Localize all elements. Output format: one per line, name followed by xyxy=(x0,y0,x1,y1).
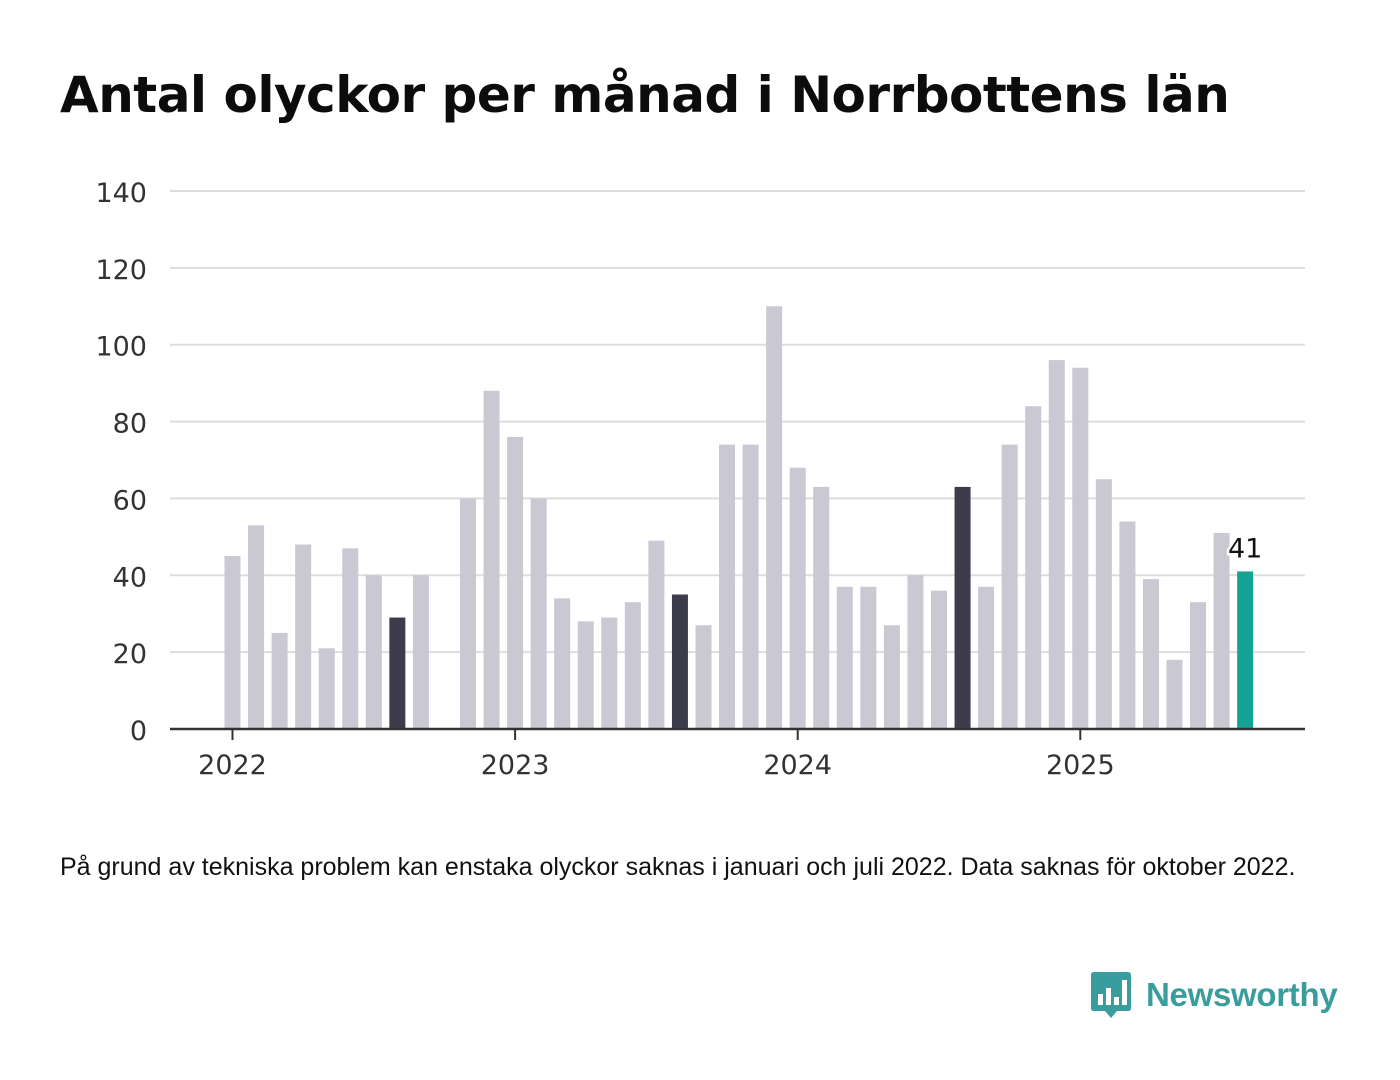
bar-2024-02 xyxy=(813,486,830,729)
y-tick-label: 120 xyxy=(95,255,147,286)
bar-2025-05 xyxy=(1166,659,1183,729)
y-axis-tick-labels: 0 20 40 60 80 100 120 140 xyxy=(95,178,147,747)
bar-2023-12 xyxy=(766,306,783,729)
bar-2023-07 xyxy=(648,540,665,729)
bar-2023-08 xyxy=(671,594,688,729)
bar-2023-04 xyxy=(577,621,594,729)
bar-2025-02 xyxy=(1095,479,1112,729)
bar-2023-06 xyxy=(624,602,641,729)
bar-2024-10 xyxy=(1001,444,1018,729)
y-tick-label: 100 xyxy=(95,332,147,363)
footnote: På grund av tekniska problem kan enstaka… xyxy=(60,853,1296,881)
chart-title: Antal olyckor per månad i Norrbottens lä… xyxy=(60,66,1230,124)
x-tick-label: 2024 xyxy=(763,750,832,781)
bar-2022-05 xyxy=(318,648,335,729)
bar-2023-09 xyxy=(695,625,712,729)
bar-2024-08 xyxy=(954,486,971,729)
newsworthy-brand[interactable]: Newsworthy xyxy=(1090,970,1338,1020)
data-labels: 41 xyxy=(1225,531,1264,567)
bar-2022-08 xyxy=(389,617,406,729)
data-label: 41 xyxy=(1228,533,1262,564)
bar-2022-04 xyxy=(295,544,312,729)
bar-2025-08 xyxy=(1237,571,1254,729)
bar-2024-05 xyxy=(883,625,900,729)
bar-2022-12 xyxy=(483,390,500,729)
bar-2023-02 xyxy=(530,498,547,729)
bars xyxy=(224,306,1254,729)
bar-2023-11 xyxy=(742,444,759,729)
bar-2023-10 xyxy=(719,444,736,729)
y-tick-label: 20 xyxy=(113,639,147,670)
bar-2022-02 xyxy=(248,525,265,729)
y-tick-label: 0 xyxy=(130,716,147,747)
bar-2024-12 xyxy=(1048,360,1065,729)
bar-2022-01 xyxy=(224,556,241,729)
bar-2023-03 xyxy=(554,598,571,729)
bar-2024-11 xyxy=(1025,406,1042,729)
bar-2022-09 xyxy=(412,575,429,729)
bar-2025-04 xyxy=(1142,579,1159,729)
x-axis: 2022 2023 2024 2025 xyxy=(170,727,1305,781)
gridlines xyxy=(170,190,1305,654)
bar-2022-07 xyxy=(365,575,382,729)
bar-2025-03 xyxy=(1119,521,1136,729)
bar-2024-01 xyxy=(789,467,806,729)
bar-2025-07 xyxy=(1213,533,1230,729)
y-tick-label: 40 xyxy=(113,562,147,593)
x-tick-label: 2023 xyxy=(481,750,550,781)
x-tick-label: 2025 xyxy=(1046,750,1115,781)
bar-2022-11 xyxy=(460,498,476,729)
bar-2022-06 xyxy=(342,548,359,729)
bar-2023-01 xyxy=(507,436,524,729)
bar-2024-06 xyxy=(907,575,924,729)
y-tick-label: 140 xyxy=(95,178,147,209)
bar-chart: 0 20 40 60 80 100 120 140 2022 2023 2024 2025 41 xyxy=(95,178,1305,781)
x-tick-label: 2022 xyxy=(198,750,267,781)
bar-2023-05 xyxy=(601,617,618,729)
bar-2025-06 xyxy=(1190,602,1207,729)
brand-name: Newsworthy xyxy=(1146,976,1338,1013)
bar-2024-09 xyxy=(978,586,995,729)
bar-2025-01 xyxy=(1072,367,1089,729)
bar-2022-03 xyxy=(271,632,288,729)
bar-2024-04 xyxy=(860,586,877,729)
y-tick-label: 60 xyxy=(113,485,147,516)
bar-2024-03 xyxy=(836,586,853,729)
newsworthy-logo-icon xyxy=(1091,972,1131,1018)
bar-2024-07 xyxy=(931,590,947,729)
y-tick-label: 80 xyxy=(113,409,147,440)
